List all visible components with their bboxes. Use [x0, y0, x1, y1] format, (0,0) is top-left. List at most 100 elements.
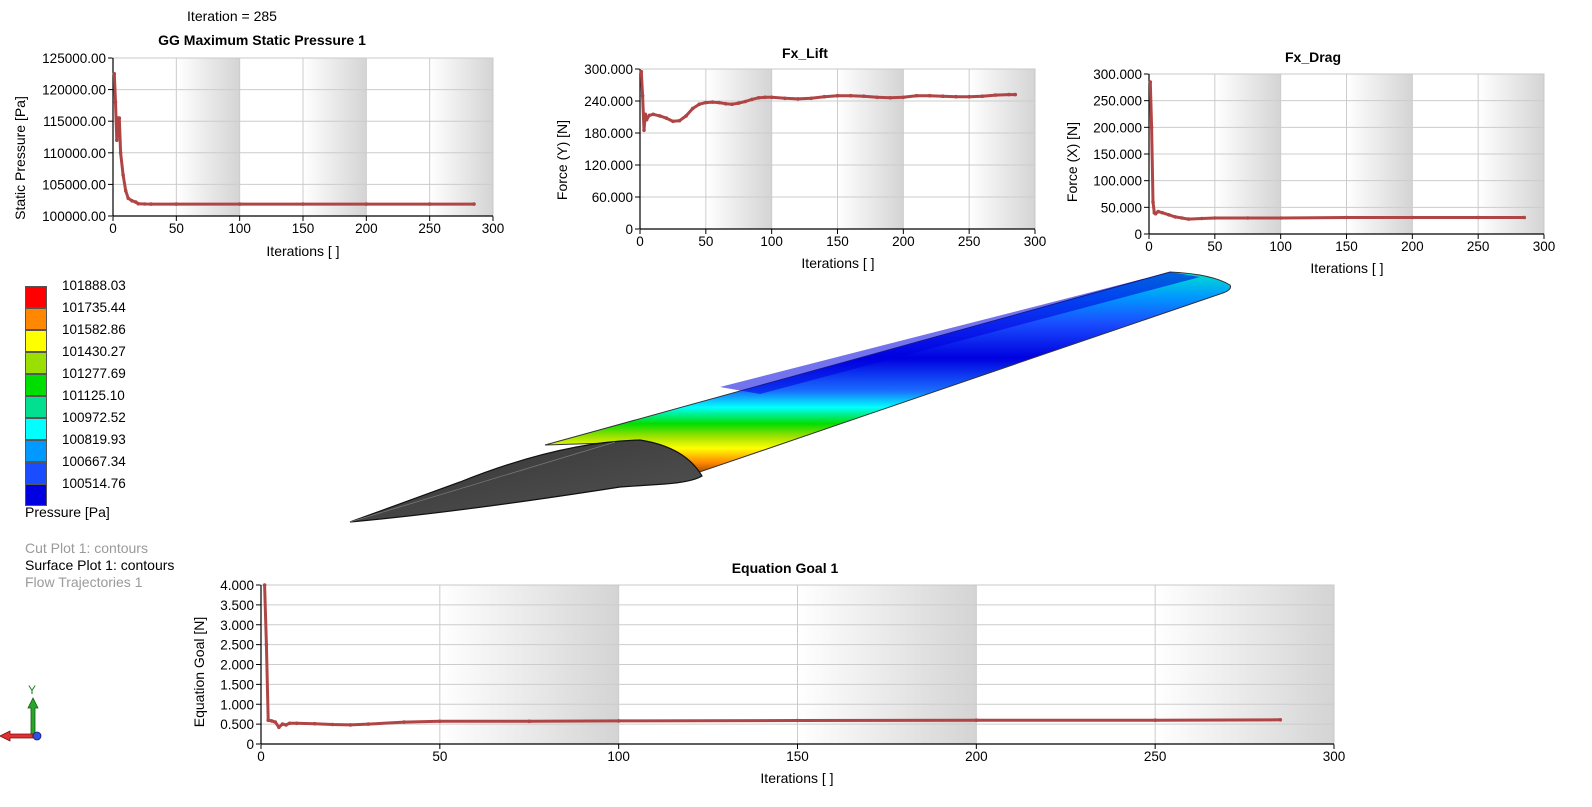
legend-title: Pressure [Pa] [25, 504, 110, 520]
chart-title: Equation Goal 1 [732, 560, 839, 576]
y-tick-label: 0.500 [220, 717, 254, 732]
legend-value: 100972.52 [62, 410, 126, 425]
y-tick-label: 250.000 [1093, 94, 1142, 109]
data-point [1148, 80, 1153, 84]
plot-list-item-cut-plot[interactable]: Cut Plot 1: contours [25, 540, 148, 556]
legend-swatch [25, 396, 47, 418]
legend-value: 101888.03 [62, 278, 126, 293]
data-point [710, 100, 715, 104]
data-point [174, 202, 179, 206]
data-point [1186, 217, 1191, 221]
data-point [266, 718, 270, 722]
data-point [658, 114, 662, 118]
x-tick-label: 100 [1269, 239, 1292, 254]
data-point [822, 94, 827, 99]
y-tick-label: 125000.00 [42, 51, 106, 66]
plot-band [969, 69, 1035, 229]
chart-equation-goal: Equation Goal 1 Equation Goal [N] Iterat… [191, 560, 1345, 786]
legend-swatch [25, 352, 47, 374]
plot-band [429, 58, 493, 216]
legend-swatch [25, 330, 47, 352]
data-point [901, 95, 906, 100]
data-point [273, 720, 278, 724]
data-point [763, 95, 767, 100]
data-point [750, 97, 754, 102]
data-point [364, 202, 369, 206]
x-tick-label: 50 [432, 749, 447, 764]
legend-swatch [25, 462, 47, 484]
data-point [1151, 200, 1155, 204]
plot-area: 100000.00 105000.00 110000.00 115000.00 1200… [42, 51, 504, 236]
y-tick-label: 100.000 [1093, 174, 1142, 189]
data-point [848, 93, 853, 98]
data-point [967, 94, 971, 99]
chart-title: GG Maximum Static Pressure 1 [158, 32, 366, 48]
legend-value: 101125.10 [62, 388, 125, 403]
y-tick-label: 0 [1134, 227, 1142, 242]
y-tick-label: 120000.00 [42, 83, 106, 98]
x-tick-label: 200 [892, 234, 915, 249]
plot-list-item-flow-trajectories[interactable]: Flow Trajectories 1 [25, 574, 143, 590]
data-point [280, 722, 285, 726]
data-point [284, 723, 288, 727]
x-tick-label: 250 [958, 234, 981, 249]
data-point [640, 93, 645, 98]
y-tick-label: 1.000 [220, 697, 254, 712]
data-point [149, 202, 153, 206]
x-tick-label: 150 [826, 234, 849, 249]
y-tick-label: 2.500 [220, 638, 254, 653]
data-point [118, 151, 123, 155]
plot-list-item-surface-plot[interactable]: Surface Plot 1: contours [25, 557, 175, 573]
x-tick-label: 100 [760, 234, 783, 249]
data-point [123, 188, 128, 193]
data-point [684, 114, 688, 118]
wing-upper-band [720, 272, 1200, 394]
data-point [690, 106, 695, 111]
data-point [312, 721, 317, 726]
data-point [112, 72, 117, 76]
x-tick-label: 0 [257, 749, 265, 764]
legend-value: 100819.93 [62, 432, 126, 447]
data-point [1156, 209, 1160, 214]
data-point [121, 173, 125, 177]
data-point [643, 112, 648, 117]
y-axis-label: Equation Goal [N] [191, 617, 207, 728]
plot-area: 0 0.500 1.000 1.500 2.000 2.500 3.000 3.500 4.00… [220, 578, 1345, 764]
wing-section-cap [349, 439, 703, 523]
y-tick-label: 105000.00 [42, 177, 106, 192]
y-tick-label: 3.000 [220, 618, 254, 633]
data-point [875, 95, 879, 100]
y-tick-label: 240.000 [584, 94, 633, 109]
data-point [677, 118, 682, 123]
legend-value: 101582.86 [62, 322, 126, 337]
data-point [438, 719, 442, 724]
data-point [527, 719, 532, 724]
data-point [795, 718, 800, 723]
x-tick-label: 250 [418, 221, 441, 236]
wing-surface-contours [544, 271, 1231, 478]
y-axis-label: Force (X) [N] [1064, 122, 1080, 202]
y-tick-label: 300.000 [584, 62, 633, 77]
legend-swatch [25, 440, 47, 462]
data-point [1246, 216, 1250, 220]
plot-area: 0 60.000 120.000 180.000 240.000 300.000 0 50 10… [584, 62, 1046, 249]
data-point [651, 112, 655, 117]
y-tick-label: 0 [625, 222, 633, 237]
x-tick-label: 150 [292, 221, 315, 236]
x-tick-label: 300 [482, 221, 505, 236]
x-axis-arrow-icon [0, 730, 34, 742]
x-tick-label: 100 [607, 749, 630, 764]
data-point [287, 721, 292, 726]
data-point [237, 202, 242, 206]
x-tick-label: 0 [636, 234, 644, 249]
z-axis-dot-icon [32, 731, 42, 741]
data-point [1278, 718, 1283, 722]
data-point [664, 116, 669, 120]
data-point [980, 94, 985, 98]
data-point [756, 96, 761, 100]
data-point [130, 199, 134, 203]
data-point [809, 96, 813, 101]
data-point [1410, 215, 1415, 220]
data-point [126, 196, 130, 201]
data-point [974, 718, 979, 722]
